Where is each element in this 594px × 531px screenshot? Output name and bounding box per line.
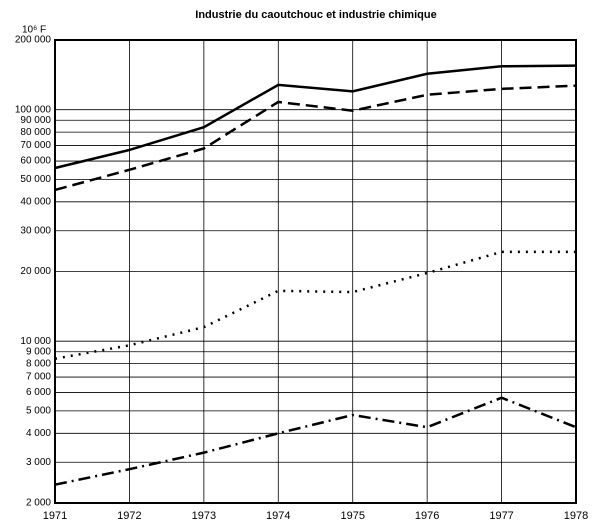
y-tick-label: 5 000 — [26, 406, 51, 417]
y-tick-label: 30 000 — [20, 225, 51, 236]
x-tick-label: 1973 — [192, 510, 216, 522]
y-tick-label: 7 000 — [26, 372, 51, 383]
y-tick-label: 2 000 — [26, 498, 51, 509]
y-tick-label: 4 000 — [26, 428, 51, 439]
plot-frame — [54, 39, 577, 504]
y-tick-label: 3 000 — [26, 457, 51, 468]
x-tick-label: 1978 — [564, 510, 588, 522]
y-tick-label: 20 000 — [20, 266, 51, 277]
y-tick-label: 6 000 — [26, 387, 51, 398]
y-tick-label: 100 000 — [15, 104, 52, 115]
x-tick-label: 1971 — [43, 510, 67, 522]
y-tick-label: 90 000 — [20, 115, 51, 126]
series-line — [54, 64, 577, 170]
y-tick-label: 200 000 — [15, 35, 52, 46]
series-line — [54, 84, 577, 192]
chart-title: Industrie du caoutchouc et industrie chi… — [195, 9, 436, 21]
y-tick-label: 80 000 — [20, 127, 51, 138]
y-tick-label: 8 000 — [26, 358, 51, 369]
x-tick-label: 1972 — [117, 510, 141, 522]
series-line — [54, 250, 576, 360]
y-tick-label: 50 000 — [20, 174, 51, 185]
x-tick-label: 1975 — [340, 510, 364, 522]
y-tick-label: 70 000 — [20, 140, 51, 151]
y-tick-label: 9 000 — [26, 346, 51, 357]
y-tick-label: 60 000 — [20, 156, 51, 167]
y-tick-label: 10 000 — [20, 336, 51, 347]
x-tick-label: 1976 — [415, 510, 439, 522]
x-tick-label: 1974 — [266, 510, 290, 522]
y-axis-label: 10⁶ F — [22, 25, 46, 36]
series-line — [54, 396, 577, 486]
x-tick-label: 1977 — [489, 510, 513, 522]
y-tick-label: 40 000 — [20, 196, 51, 207]
